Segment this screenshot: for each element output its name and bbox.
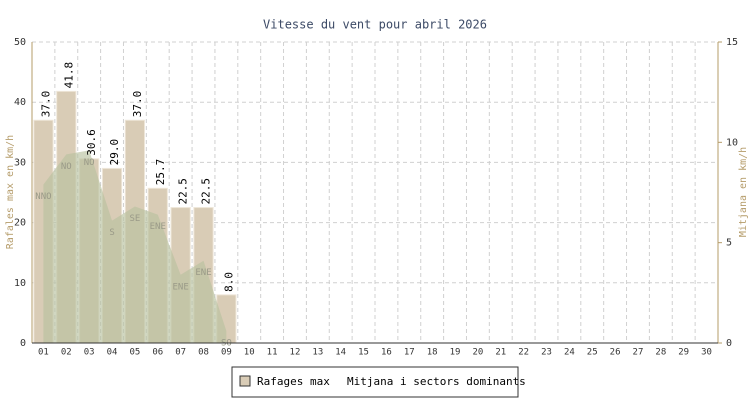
x-tick-label: 20 [472,348,483,358]
value-label: 22.5 [200,178,213,205]
average-area [43,150,227,343]
x-tick-label: 06 [152,348,163,358]
y-tick-label: 10 [14,278,26,289]
legend-box [231,366,519,398]
y-tick-label: 0 [20,338,26,349]
value-label: 37.0 [39,91,52,118]
x-tick-label: 17 [404,348,415,358]
x-tick-label: 22 [518,348,529,358]
legend-label: Rafages max [257,375,330,388]
x-tick-label: 16 [381,348,392,358]
x-tick-label: 14 [335,348,346,358]
x-tick-label: 26 [610,348,621,358]
x-tick-label: 04 [107,348,118,358]
value-label: 25.7 [154,159,167,186]
y2-tick-label: 5 [726,238,732,249]
sector-label: SE [129,214,140,224]
y2-tick-label: 0 [726,338,732,349]
sector-label: NNO [35,192,51,202]
x-tick-label: 15 [358,348,369,358]
value-label: 41.8 [62,62,75,89]
x-tick-label: 13 [312,348,323,358]
y2-tick-label: 15 [726,37,738,48]
chart-title: Vitesse du vent pour abril 2026 [263,18,487,32]
x-tick-label: 25 [587,348,598,358]
sector-label: S [109,228,114,238]
y-axis-label: Rafales max en km/h [5,135,16,249]
x-tick-label: 27 [633,348,644,358]
y-tick-label: 20 [14,218,26,229]
x-tick-label: 08 [198,348,209,358]
x-tick-label: 19 [450,348,461,358]
x-tick-label: 24 [564,348,575,358]
value-label: 22.5 [177,178,190,205]
x-tick-label: 28 [655,348,666,358]
value-label: 30.6 [85,129,98,156]
y2-tick-label: 10 [726,137,738,148]
x-tick-label: 07 [175,348,186,358]
x-tick-label: 23 [541,348,552,358]
sector-label: ENE [150,222,166,232]
x-tick-label: 05 [129,348,140,358]
value-label: 29.0 [108,139,121,165]
legend-swatch [239,375,251,387]
x-tick-label: 01 [38,348,49,358]
sector-label: ENE [173,282,189,292]
sector-label: NO [84,158,95,168]
x-tick-label: 02 [61,348,72,358]
x-tick-label: 03 [84,348,95,358]
sector-label: NO [61,162,72,172]
x-tick-label: 10 [244,348,255,358]
x-tick-label: 18 [427,348,438,358]
y-tick-label: 30 [14,157,26,168]
value-label: 8.0 [222,272,235,292]
y2-axis-label: Mitjana en km/h [738,147,749,237]
sector-label: ENE [195,268,211,278]
x-tick-label: 12 [290,348,301,358]
x-tick-label: 11 [267,348,278,358]
legend-label: Mitjana i sectors dominants [347,375,526,388]
value-label: 37.0 [131,91,144,118]
y-tick-label: 40 [14,97,26,108]
y-tick-label: 50 [14,37,26,48]
x-tick-label: 09 [221,348,232,358]
x-tick-label: 30 [701,348,712,358]
x-tick-label: 21 [495,348,506,358]
x-tick-label: 29 [678,348,689,358]
